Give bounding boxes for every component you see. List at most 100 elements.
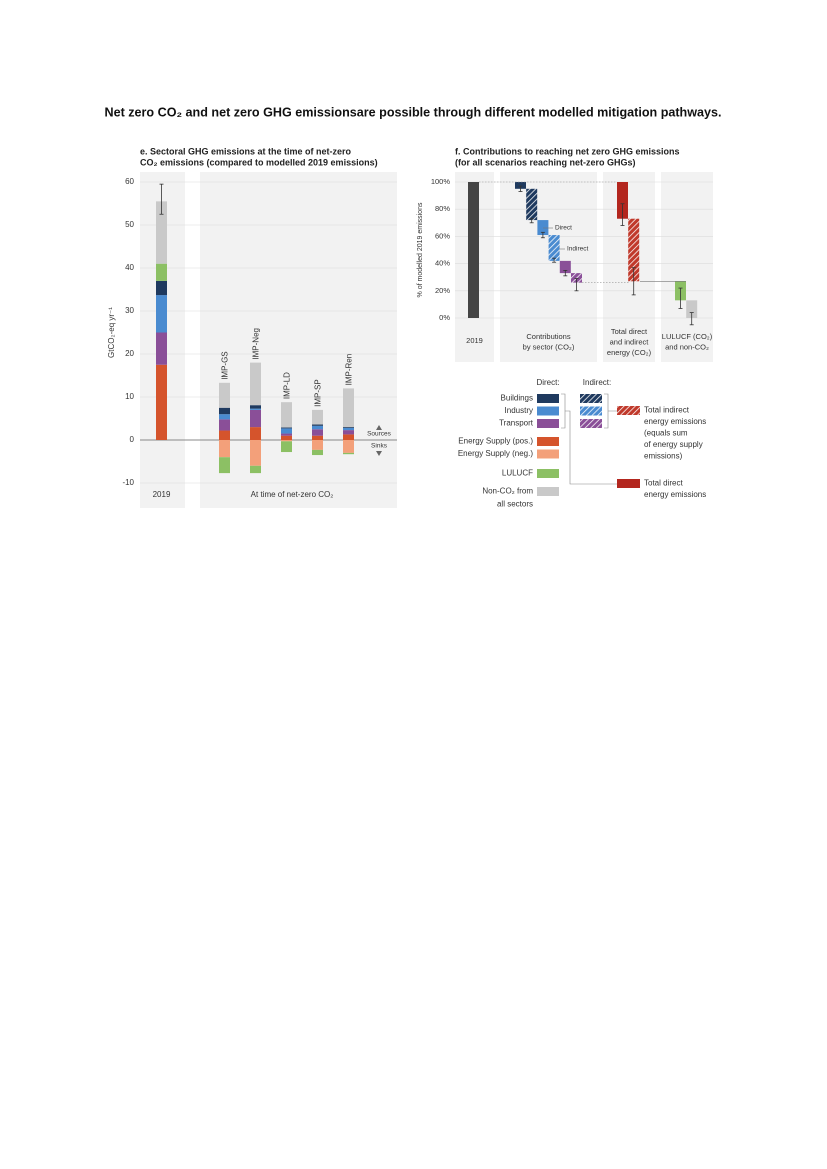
- bar-segment: [312, 449, 323, 456]
- legend-label: Energy Supply (neg.): [458, 449, 533, 458]
- legend-label: energy emissions: [644, 490, 706, 499]
- legend-swatch: [537, 449, 559, 459]
- panel: [661, 172, 713, 362]
- x-tick-label: IMP-LD: [283, 372, 292, 399]
- legend-label: LULUCF: [502, 469, 533, 478]
- bar-segment: [312, 409, 323, 425]
- bar-segment: [281, 427, 292, 429]
- y-tick-label: -10: [122, 478, 134, 487]
- bar-segment: [250, 409, 261, 428]
- bar-segment: [281, 433, 292, 436]
- y-axis-label: % of modelled 2019 emissions: [417, 202, 424, 297]
- bar-segment: [312, 425, 323, 430]
- group-label: by sector (CO₂): [523, 342, 575, 351]
- bar-segment: [343, 427, 354, 428]
- y-axis-label: GtCO₂-eq yr⁻¹: [107, 307, 116, 358]
- bar-segment: [281, 441, 292, 453]
- bar-segment: [219, 430, 230, 440]
- y-tick-label: 0%: [439, 313, 450, 322]
- group-label: Contributions: [526, 332, 570, 341]
- legend-label: energy emissions: [644, 417, 706, 426]
- sources-arrow: [376, 425, 382, 430]
- group-label: and indirect: [610, 337, 650, 346]
- bar-segment: [515, 182, 526, 189]
- x-tick-label: 2019: [153, 490, 171, 499]
- bar-segment: [343, 440, 354, 453]
- y-tick-label: 30: [125, 306, 134, 315]
- bar-segment: [250, 362, 261, 406]
- x-tick-label: IMP-Neg: [252, 328, 261, 360]
- group-label: LULUCF (CO₂): [662, 332, 713, 341]
- bar-segment: [250, 465, 261, 474]
- x-tick-label: IMP-GS: [221, 351, 230, 379]
- bar-segment: [250, 427, 261, 440]
- bar-segment: [281, 435, 292, 440]
- group-label: and non-CO₂: [665, 342, 709, 351]
- legend-label: Industry: [505, 406, 533, 415]
- bar-segment: [312, 435, 323, 440]
- bar-segment: [343, 434, 354, 440]
- bar-segment: [156, 263, 167, 281]
- legend-label: emissions): [644, 452, 683, 461]
- legend-swatch: [580, 406, 602, 416]
- bar-segment: [156, 332, 167, 365]
- y-tick-label: 60: [125, 177, 134, 186]
- bar-segment: [219, 419, 230, 431]
- legend-header: Direct:: [536, 378, 559, 387]
- sources-label: Sources: [367, 431, 392, 438]
- bar-segment: [343, 427, 354, 431]
- bar-segment: [219, 414, 230, 420]
- x-tick-label: IMP-Ren: [345, 354, 354, 386]
- group-label: At time of net-zero CO₂: [251, 490, 334, 499]
- bar-segment: [219, 407, 230, 415]
- legend-bracket: [561, 393, 617, 485]
- bar-segment: [219, 457, 230, 474]
- bar-segment: [617, 182, 628, 219]
- legend-label: Total indirect: [644, 406, 690, 415]
- group-label: 2019: [466, 336, 483, 345]
- y-tick-label: 40%: [435, 259, 450, 268]
- bar-segment: [281, 440, 292, 442]
- x-tick-label: IMP-SP: [314, 379, 323, 407]
- bar-segment: [156, 201, 167, 264]
- legend-swatch: [617, 479, 640, 488]
- bar-segment: [686, 300, 698, 318]
- chart-title: e. Sectoral GHG emissions at the time of…: [140, 146, 352, 156]
- bar-segment: [250, 440, 261, 466]
- chart-title: f. Contributions to reaching net zero GH…: [455, 146, 680, 156]
- bar-segment: [559, 260, 571, 274]
- legend-label: Buildings: [501, 394, 533, 403]
- legend-swatch: [537, 469, 559, 478]
- y-tick-label: 0: [130, 435, 135, 444]
- legend-label: Total direct: [644, 479, 683, 488]
- bar-segment: [312, 440, 323, 450]
- sinks-arrow: [376, 451, 382, 456]
- y-tick-label: 80%: [435, 204, 450, 213]
- legend-label: Transport: [499, 419, 534, 428]
- bar-segment: [156, 280, 167, 296]
- bar-segment: [312, 424, 323, 426]
- legend-swatch: [537, 419, 559, 428]
- bar-segment: [156, 364, 167, 440]
- bar-segment: [548, 235, 560, 261]
- legend-swatch: [537, 437, 559, 446]
- y-tick-label: 100%: [431, 177, 451, 186]
- legend-swatch: [537, 406, 559, 416]
- legend-header: Indirect:: [583, 378, 611, 387]
- panel: [500, 172, 597, 362]
- bar-segment: [156, 295, 167, 333]
- bar-segment: [526, 188, 538, 221]
- legend-label: of energy supply: [644, 440, 703, 449]
- legend-label: Non-CO₂ from: [482, 487, 533, 496]
- bar-segment: [219, 440, 230, 458]
- annotation: Indirect: [567, 246, 589, 253]
- legend-label: Energy Supply (pos.): [458, 437, 533, 446]
- page-title: Net zero CO₂ and net zero GHG emissionsa…: [105, 105, 722, 119]
- legend-bracket: [604, 393, 617, 429]
- y-tick-label: 10: [125, 392, 134, 401]
- panel: [200, 172, 397, 508]
- legend-swatch: [537, 487, 559, 496]
- y-tick-label: 20%: [435, 286, 450, 295]
- legend-label: (equals sum: [644, 429, 688, 438]
